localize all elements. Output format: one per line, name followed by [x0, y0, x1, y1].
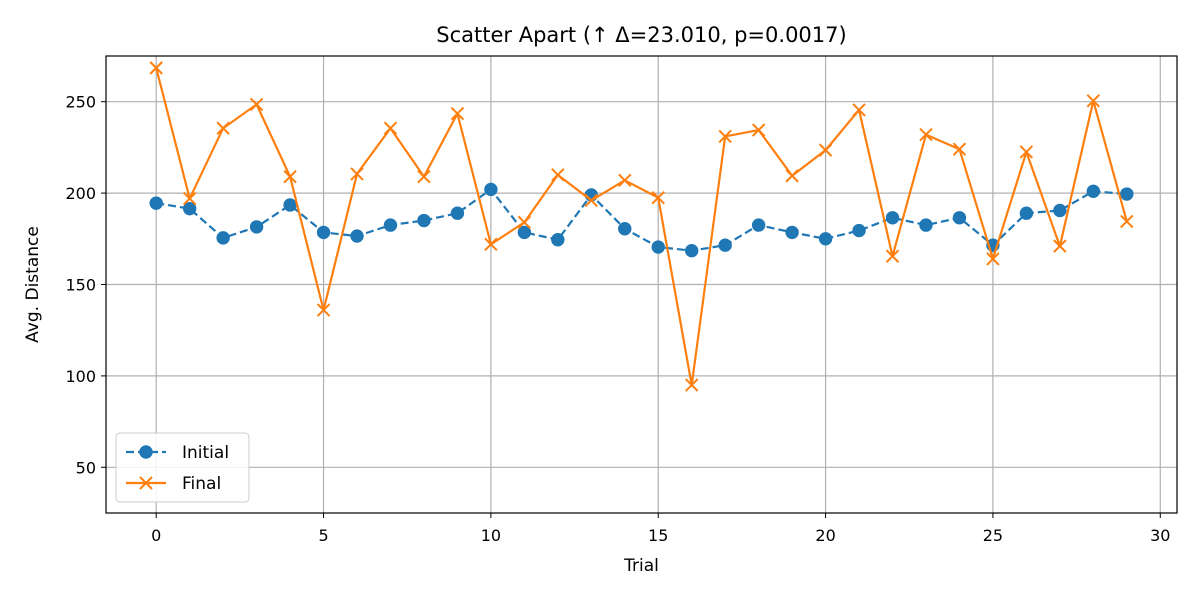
x-tick-label: 30 [1150, 526, 1170, 545]
data-point-final [316, 303, 331, 317]
legend-item-initial: Initial [126, 443, 229, 463]
y-tick-label: 50 [76, 458, 96, 477]
x-tick-label: 10 [481, 526, 501, 545]
data-point-final [1120, 214, 1134, 229]
data-point-final [785, 169, 799, 183]
data-point-initial [316, 225, 331, 240]
data-point-final [417, 169, 431, 184]
data-point-initial [450, 206, 465, 220]
data-point-initial [417, 213, 431, 228]
data-point-initial [685, 243, 699, 258]
x-tick-label: 25 [983, 526, 1003, 545]
data-point-final [149, 61, 163, 75]
data-point-final [1053, 239, 1067, 253]
x-tick-label: 0 [151, 526, 161, 545]
data-point-initial [350, 229, 364, 243]
data-point-final [1019, 145, 1034, 159]
data-point-final [350, 167, 364, 181]
x-tick-label: 5 [318, 526, 328, 545]
data-point-initial [1053, 203, 1067, 218]
data-point-final [684, 378, 699, 392]
x-tick-label: 15 [648, 526, 668, 545]
data-point-final [818, 143, 833, 157]
series-initial [149, 182, 1134, 258]
data-point-initial [551, 233, 565, 247]
legend: Initial Final [115, 432, 250, 503]
data-point-final [249, 97, 264, 112]
data-point-initial [383, 218, 398, 232]
data-point-final [852, 103, 866, 117]
series-final [149, 61, 1134, 392]
data-point-final [1086, 94, 1101, 108]
data-point-initial [1019, 206, 1034, 220]
data-point-final [751, 123, 766, 137]
legend-items: Initial Final [126, 443, 229, 494]
data-point-initial [651, 240, 665, 254]
x-axis-title: Trial [623, 556, 659, 576]
data-point-initial [182, 201, 197, 216]
data-point-final [484, 237, 498, 251]
data-point-initial [484, 182, 498, 197]
series-line-final [155, 67, 1128, 387]
y-axis-title: Avg. Distance [23, 226, 43, 343]
data-point-initial [852, 223, 866, 238]
data-point-initial [618, 222, 632, 236]
y-tick-label: 200 [65, 184, 96, 203]
data-point-final [952, 142, 967, 156]
chart-title: Scatter Apart (↑ Δ=23.010, p=0.0017) [436, 23, 846, 47]
data-point-final [919, 127, 933, 142]
y-tick-label: 250 [65, 93, 96, 112]
y-tick-label: 100 [65, 367, 96, 386]
legend-label-final: Final [182, 474, 221, 494]
data-point-final [383, 121, 398, 135]
data-point-initial [1086, 184, 1101, 198]
data-point-final [182, 191, 197, 206]
data-point-final [651, 190, 665, 205]
data-point-final [517, 215, 532, 230]
legend-label-initial: Initial [182, 443, 229, 463]
data-point-initial [885, 211, 900, 225]
x-tick-label: 20 [815, 526, 835, 545]
series-layer [149, 61, 1134, 392]
data-point-initial [1120, 187, 1134, 201]
data-point-final [618, 173, 632, 188]
legend-marker-final [139, 476, 153, 490]
data-point-initial [149, 196, 163, 210]
grid-lines [106, 56, 1177, 513]
data-point-initial [785, 225, 799, 240]
data-point-initial [283, 198, 297, 212]
y-tick-label: 150 [65, 276, 96, 295]
data-point-final [450, 106, 465, 121]
data-point-final [885, 249, 900, 263]
data-point-initial [919, 218, 933, 232]
data-point-final [551, 168, 565, 182]
series-line-initial [156, 188, 1127, 252]
legend-item-final: Final [126, 474, 221, 494]
data-point-final [216, 121, 230, 135]
data-point-initial [249, 220, 264, 234]
legend-marker-initial [139, 445, 153, 459]
data-point-initial [216, 231, 230, 245]
data-point-final [584, 193, 599, 208]
data-point-final [986, 252, 1000, 266]
axis-ticks: 0 5 10 15 20 25 30 50 100 150 200 250 [65, 93, 1170, 545]
data-point-initial [952, 211, 967, 225]
data-point-final [283, 169, 297, 184]
data-point-initial [718, 238, 732, 252]
data-point-final [718, 129, 732, 144]
data-point-initial [751, 218, 766, 232]
data-point-initial [818, 232, 833, 246]
data-point-initial [517, 225, 532, 240]
